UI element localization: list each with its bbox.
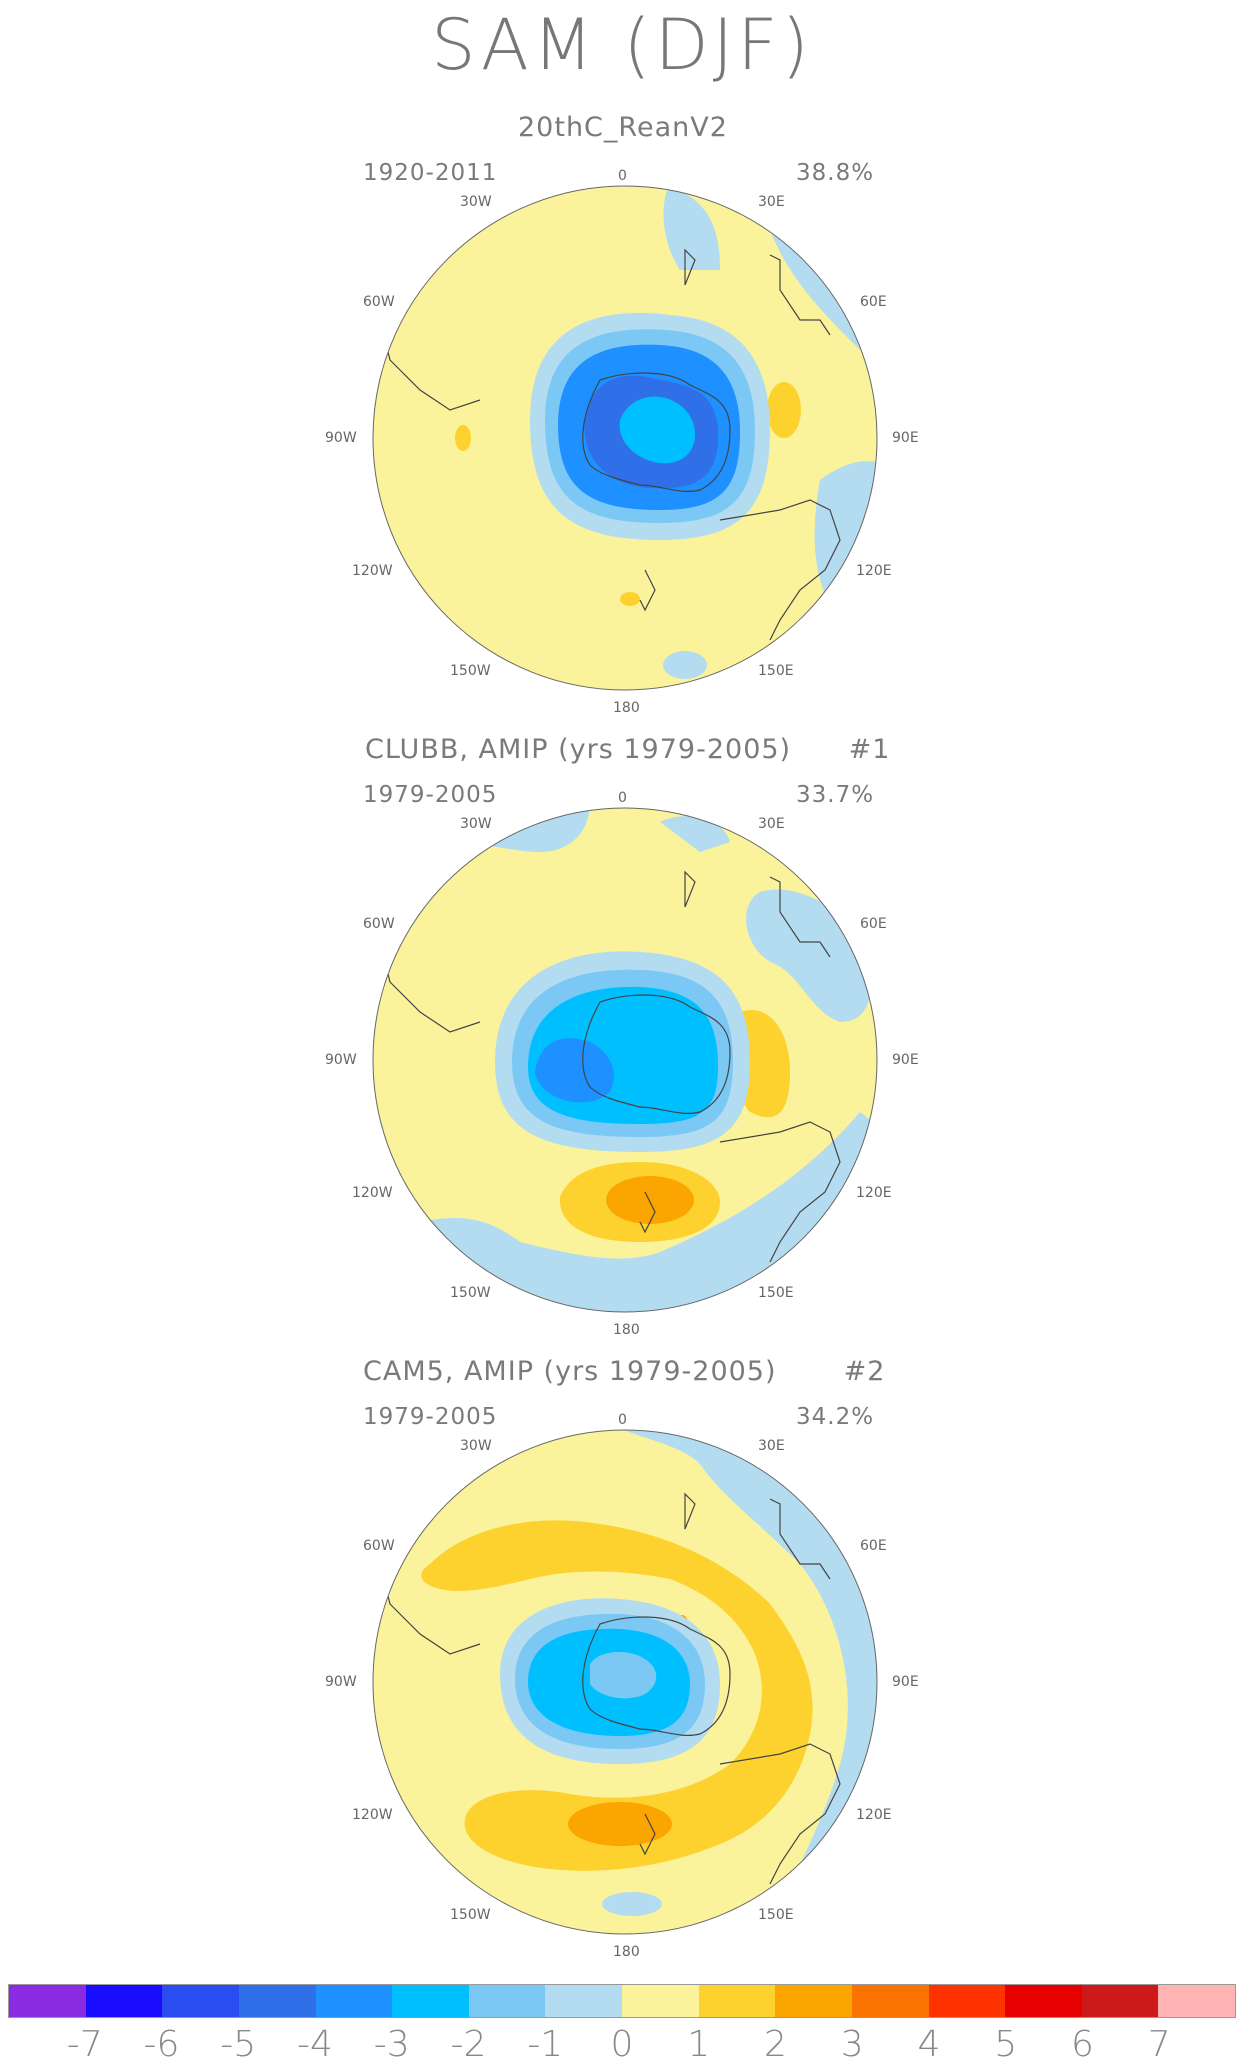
lon-label-60w: 60W	[363, 916, 395, 932]
lon-label-150e: 150E	[758, 663, 794, 679]
colorbar-labels: -7 -6 -5 -4 -3 -2 -1 0 1 2 3 4 5 6 7	[0, 2024, 1244, 2065]
lon-label-180: 180	[613, 1322, 640, 1338]
lon-label-30w: 30W	[460, 1438, 492, 1454]
colorbar-swatch	[622, 1985, 699, 2017]
lon-label-90w: 90W	[325, 1674, 357, 1690]
panel-period: 1979-2005	[363, 782, 498, 808]
colorbar-label: 2	[764, 2024, 787, 2065]
lon-label-120w: 120W	[352, 1185, 393, 1201]
lon-label-90e: 90E	[892, 1674, 919, 1690]
colorbar-label: -2	[450, 2024, 487, 2065]
colorbar-swatch	[545, 1985, 622, 2017]
map-panel-3: CAM5, AMIP (yrs 1979-2005) #2 1979-2005 …	[0, 1356, 1244, 1976]
panel-percent: 38.8%	[796, 160, 875, 186]
lon-label-0: 0	[618, 790, 627, 806]
colorbar-label: -4	[297, 2024, 333, 2065]
colorbar-label: 0	[610, 2024, 634, 2065]
colorbar-label: 5	[994, 2024, 1018, 2065]
lon-label-30e: 30E	[758, 194, 785, 210]
lon-label-90w: 90W	[325, 1052, 357, 1068]
lon-label-150w: 150W	[450, 1285, 491, 1301]
lon-label-60w: 60W	[363, 294, 395, 310]
lon-label-180: 180	[613, 700, 640, 716]
panel-title: CLUBB, AMIP (yrs 1979-2005) #1	[365, 734, 891, 765]
lon-label-30w: 30W	[460, 194, 492, 210]
panel-percent: 33.7%	[796, 782, 875, 808]
lon-label-150w: 150W	[450, 1907, 491, 1923]
map-panel-1: 20thC_ReanV2 1920-2011 38.8%	[0, 112, 1244, 732]
lon-label-30e: 30E	[758, 1438, 785, 1454]
colorbar-label: 4	[917, 2024, 941, 2065]
lon-label-180: 180	[613, 1944, 640, 1960]
lon-label-150e: 150E	[758, 1907, 794, 1923]
lon-label-60e: 60E	[860, 916, 887, 932]
colorbar-swatch	[238, 1985, 316, 2017]
colorbar-swatch	[162, 1985, 239, 2017]
lon-label-30w: 30W	[460, 816, 492, 832]
colorbar-swatch	[315, 1985, 393, 2017]
lon-label-120w: 120W	[352, 563, 393, 579]
lon-label-120e: 120E	[856, 1807, 892, 1823]
colorbar-swatch	[1081, 1985, 1159, 2017]
panel-percent: 34.2%	[796, 1404, 875, 1430]
panel-title: 20thC_ReanV2	[518, 112, 728, 143]
colorbar-swatch	[928, 1985, 1006, 2017]
colorbar-swatch	[1158, 1985, 1235, 2017]
panel-title: CAM5, AMIP (yrs 1979-2005) #2	[363, 1356, 886, 1387]
lon-label-30e: 30E	[758, 816, 785, 832]
lon-label-90w: 90W	[325, 430, 357, 446]
panel-period: 1979-2005	[363, 1404, 498, 1430]
colorbar-label: 7	[1147, 2024, 1171, 2065]
colorbar-label: 1	[687, 2024, 711, 2065]
panel-period: 1920-2011	[363, 160, 498, 186]
colorbar-swatch	[468, 1985, 546, 2017]
polar-map: 0 180 30W 30E 60W 60E 90W 90E 120W 120E …	[325, 1412, 919, 1960]
lon-label-120e: 120E	[856, 1185, 892, 1201]
polar-map: 0 180 30W 30E 60W 60E 90W 90E 120W 120E …	[325, 790, 919, 1338]
colorbar-swatch	[775, 1985, 852, 2017]
lon-label-150w: 150W	[450, 663, 491, 679]
colorbar-label: -6	[143, 2024, 180, 2065]
lon-label-120e: 120E	[856, 563, 892, 579]
colorbar-swatch	[9, 1985, 86, 2017]
lon-label-0: 0	[618, 1412, 627, 1428]
colorbar-swatch	[85, 1985, 163, 2017]
colorbar-swatch	[851, 1985, 929, 2017]
colorbar-swatch	[698, 1985, 776, 2017]
figure-title: SAM (DJF)	[431, 4, 813, 86]
map-panel-2: CLUBB, AMIP (yrs 1979-2005) #1 1979-2005…	[0, 734, 1244, 1354]
colorbar	[8, 1984, 1236, 2018]
colorbar-label: -5	[220, 2024, 257, 2065]
colorbar-label: 3	[840, 2024, 864, 2065]
lon-label-150e: 150E	[758, 1285, 794, 1301]
colorbar-label: -7	[66, 2024, 103, 2065]
lon-label-60e: 60E	[860, 1538, 887, 1554]
colorbar-label: -3	[373, 2024, 410, 2065]
colorbar-swatch	[1005, 1985, 1082, 2017]
lon-label-60w: 60W	[363, 1538, 395, 1554]
polar-map: 0 180 30W 30E 60W 60E 90W 90E 120W 120E …	[325, 168, 919, 716]
lon-label-0: 0	[618, 168, 627, 184]
colorbar-swatch	[392, 1985, 469, 2017]
lon-label-120w: 120W	[352, 1807, 393, 1823]
lon-label-90e: 90E	[892, 1052, 919, 1068]
colorbar-label: -1	[527, 2024, 564, 2065]
lon-label-90e: 90E	[892, 430, 919, 446]
colorbar-label: 6	[1071, 2024, 1094, 2065]
lon-label-60e: 60E	[860, 294, 887, 310]
